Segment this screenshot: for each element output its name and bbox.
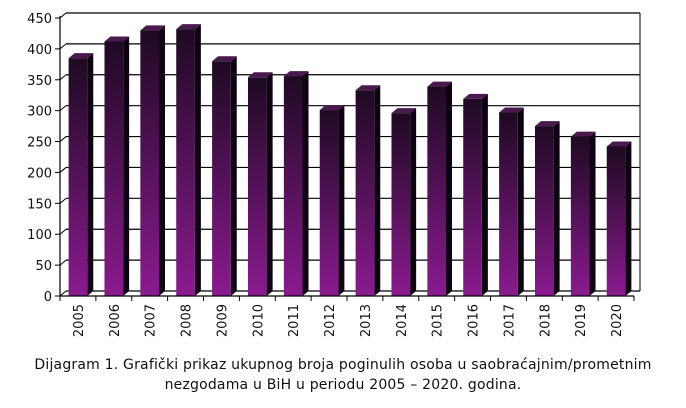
x-tick-label: 2010	[251, 304, 266, 337]
bar-side	[553, 121, 560, 296]
bar	[283, 76, 303, 297]
y-tick-label: 200	[27, 166, 52, 181]
bar	[606, 146, 626, 296]
y-tick-label: 400	[27, 43, 52, 58]
bar	[247, 77, 267, 296]
x-tick-label: 2013	[359, 304, 374, 337]
x-tick-label: 2007	[144, 304, 159, 337]
x-tick-label: 2017	[502, 304, 517, 337]
bar-cap	[391, 108, 417, 114]
figure-caption: Dijagram 1. Grafički prikaz ukupnog broj…	[0, 355, 686, 395]
bar-side	[481, 93, 488, 296]
gridline-depth	[59, 43, 67, 50]
bar-chart: 0 50 100 150 200 250 300 350 400 450 2005 2006 2007…	[27, 12, 641, 337]
bar-cap	[283, 71, 309, 77]
bar	[140, 30, 160, 296]
bar	[68, 58, 88, 297]
bar-cap	[176, 24, 201, 30]
bar	[570, 136, 590, 296]
bar-side	[194, 24, 201, 297]
x-tick-label: 2009	[215, 304, 230, 337]
bar	[176, 29, 195, 297]
gridline-depth	[59, 197, 67, 204]
y-tick-label: 50	[35, 259, 52, 274]
bar-side	[374, 85, 381, 296]
y-tick-label: 0	[44, 290, 52, 305]
bar-side	[302, 71, 309, 297]
gridline-depth	[59, 167, 67, 173]
bar-cap	[68, 53, 94, 59]
bar	[319, 110, 339, 296]
bar-cap	[570, 131, 596, 137]
caption-line-2: nezgodama u BiH u periodu 2005 – 2020. g…	[164, 377, 522, 393]
y-tick-label: 250	[27, 136, 52, 151]
x-tick-label: 2014	[395, 304, 410, 337]
bar-cap	[212, 56, 237, 62]
x-tick-label: 2011	[287, 304, 302, 337]
bar-side	[446, 81, 453, 296]
bar-cap	[606, 141, 632, 147]
bars	[68, 24, 632, 297]
bar	[427, 86, 447, 296]
y-axis: 0 50 100 150 200 250 300 350 400 450	[27, 12, 61, 305]
bar-side	[87, 53, 94, 297]
gridline-depth	[59, 136, 67, 142]
bar-cap	[463, 93, 488, 99]
bar-side	[230, 56, 237, 296]
y-tick-label: 450	[27, 12, 52, 27]
gridline-depth	[59, 290, 67, 297]
gridline-depth	[59, 105, 67, 112]
bar-cap	[499, 107, 524, 113]
bar	[534, 126, 554, 296]
bar-cap	[319, 105, 345, 111]
y-tick-label: 300	[27, 105, 52, 120]
bar-side	[266, 72, 273, 296]
x-tick-label: 2015	[431, 304, 446, 337]
bar	[104, 41, 124, 296]
bar-cap	[247, 72, 273, 78]
bar-cap	[104, 36, 130, 42]
x-tick-label: 2019	[574, 304, 589, 337]
bar-side	[159, 25, 166, 296]
y-tick-label: 100	[27, 228, 52, 243]
x-tick-label: 2016	[467, 304, 482, 337]
bar-cap	[427, 81, 453, 87]
bar-side	[410, 108, 417, 296]
x-axis: 2005 2006 2007 2008 2009 2010 2011 2012 2013 2014…	[59, 295, 635, 337]
bar-side	[517, 107, 524, 297]
gridline-depth	[59, 228, 67, 235]
bar-side	[589, 131, 596, 296]
gridline-depth	[59, 259, 67, 266]
y-tick-label: 150	[27, 197, 52, 212]
x-tick-label: 2005	[72, 304, 87, 337]
bar-cap	[355, 85, 381, 91]
x-tick-label: 2020	[610, 304, 625, 337]
gridline-depth	[59, 74, 67, 81]
bar	[391, 113, 411, 296]
bar-cap	[534, 121, 560, 127]
x-tick-label: 2008	[180, 304, 195, 337]
x-tick-label: 2012	[323, 304, 338, 337]
bar	[499, 112, 518, 297]
bar-cap	[140, 25, 166, 31]
caption-line-1: Dijagram 1. Grafički prikaz ukupnog broj…	[34, 357, 652, 373]
y-tick-label: 350	[27, 74, 52, 89]
bar-side	[338, 105, 345, 296]
bar	[463, 98, 482, 296]
gridline-depth	[59, 12, 67, 19]
bar	[355, 90, 375, 296]
bar-side	[625, 141, 632, 296]
x-tick-label: 2006	[108, 304, 123, 337]
bar	[212, 61, 231, 296]
bar-side	[123, 36, 130, 296]
x-tick-label: 2018	[538, 304, 553, 337]
